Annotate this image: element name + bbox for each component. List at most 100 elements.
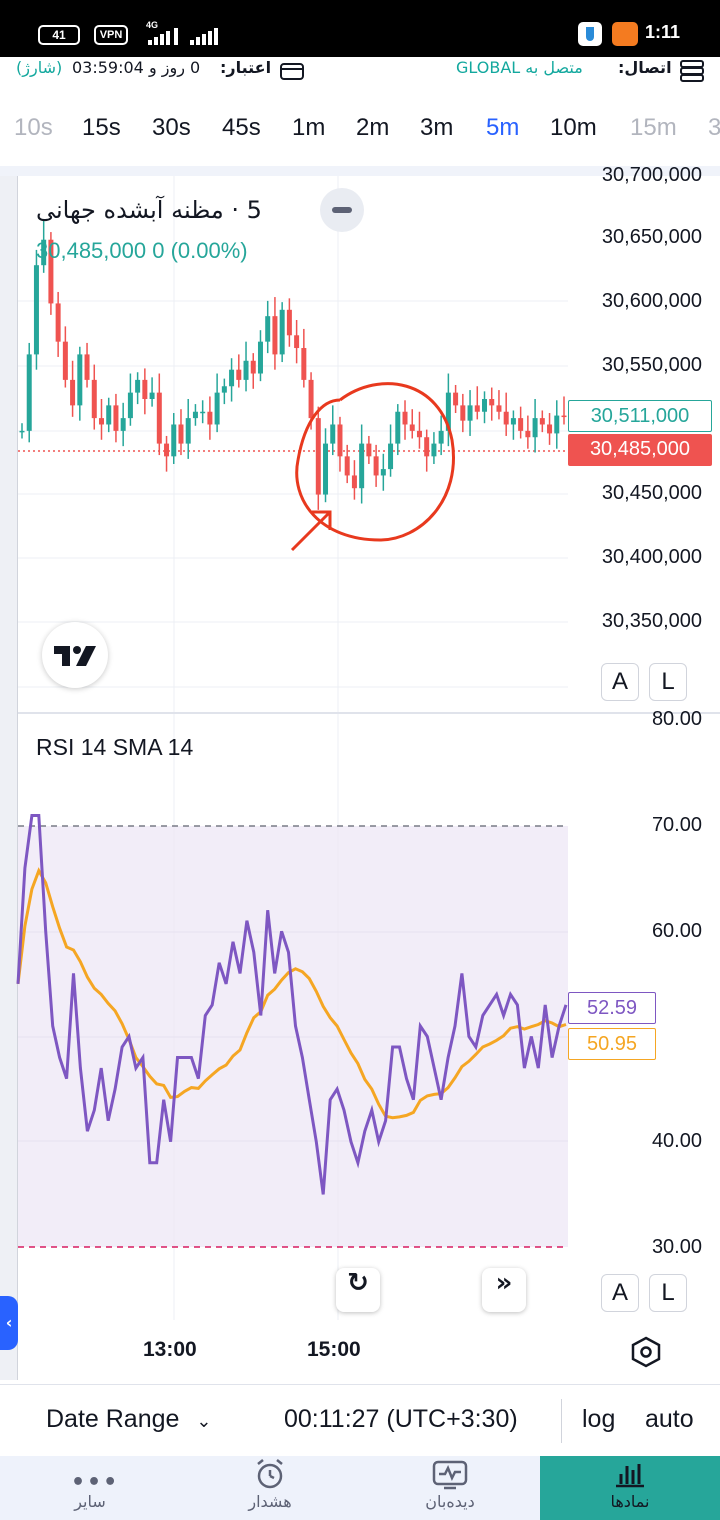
candle-body xyxy=(178,424,184,444)
tab-timeframe-3m[interactable]: 3m xyxy=(420,114,454,141)
rsi-value-label: 52.59 xyxy=(568,992,656,1024)
time-tick: 15:00 xyxy=(307,1338,361,1361)
candle-body xyxy=(207,411,213,425)
rsi-log-scale-button[interactable]: L xyxy=(649,1274,687,1312)
candle-body xyxy=(453,392,459,406)
timeframe-bar: 10s 15s 30s 45s 1m 2m 3m 5m 10m 15m 3 xyxy=(0,100,720,158)
price-label-current: 30,485,000 xyxy=(568,434,712,466)
candle-body xyxy=(373,456,379,476)
rsi-tick: 80.00 xyxy=(651,708,702,730)
rsi-auto-scale-button[interactable]: A xyxy=(601,1274,639,1312)
account-bar: (شارژ) 0 روز و 03:59:04 اعتبار: متصل به … xyxy=(0,57,720,85)
nav-item-alerts[interactable]: هشدار xyxy=(180,1456,360,1520)
candle-body xyxy=(503,411,509,425)
symbol-price-change: 30,485,000 0 (0.00%) xyxy=(36,238,248,263)
candle-body xyxy=(474,405,480,412)
bottom-navigation: ••• سایر هشدار دیده‌بان نمادها xyxy=(0,1456,720,1520)
tab-timeframe-30s[interactable]: 30s xyxy=(152,114,191,141)
candle-body xyxy=(62,341,68,380)
chart-canvas[interactable] xyxy=(0,176,720,1380)
candle-body xyxy=(113,405,119,431)
candle-body xyxy=(135,379,141,393)
candle-body xyxy=(19,430,25,433)
candle-body xyxy=(127,392,133,419)
tab-timeframe-10m[interactable]: 10m xyxy=(550,114,597,141)
candle-body xyxy=(496,405,502,412)
auto-toggle[interactable]: auto xyxy=(645,1405,694,1433)
candle-body xyxy=(250,360,256,374)
tab-timeframe-5m[interactable]: 5m xyxy=(486,114,520,141)
candle-body xyxy=(460,405,466,421)
price-tick: 30,400,000 xyxy=(601,546,702,568)
candle-body xyxy=(70,379,76,406)
side-drawer-toggle[interactable]: ‹ xyxy=(0,1296,18,1350)
credit-label: اعتبار: xyxy=(220,58,272,77)
charge-link[interactable]: (شارژ) xyxy=(16,58,63,77)
nav-item-symbols[interactable]: نمادها xyxy=(540,1456,720,1520)
tab-timeframe-1m[interactable]: 1m xyxy=(292,114,326,141)
collapse-legend-button[interactable] xyxy=(320,188,364,232)
candle-body xyxy=(243,360,249,380)
candle-body xyxy=(272,316,278,355)
log-scale-button[interactable]: L xyxy=(649,663,687,701)
candle-body xyxy=(337,424,343,457)
candle-body xyxy=(547,424,553,434)
tab-timeframe-2m[interactable]: 2m xyxy=(356,114,390,141)
rsi-tick: 60.00 xyxy=(651,920,702,942)
rsi-tick: 30.00 xyxy=(651,1236,702,1258)
candle-body xyxy=(424,437,430,457)
annotation-circle xyxy=(295,382,455,542)
candle-body xyxy=(388,443,394,470)
price-tick: 30,700,000 xyxy=(601,164,702,186)
auto-scale-button[interactable]: A xyxy=(601,663,639,701)
credit-value: 0 روز و 03:59:04 xyxy=(72,58,201,77)
tab-timeframe-more[interactable]: 3 xyxy=(708,114,720,141)
tradingview-logo-icon xyxy=(54,646,96,666)
candle-body xyxy=(416,430,422,438)
signal-icon xyxy=(148,28,218,45)
candle-body xyxy=(142,379,148,399)
price-tick: 30,450,000 xyxy=(601,482,702,504)
watchlist-monitor-icon xyxy=(432,1460,468,1490)
price-tick: 30,600,000 xyxy=(601,290,702,312)
candle-body xyxy=(91,379,97,419)
date-range-dropdown[interactable]: Date Range ⌄ xyxy=(46,1405,211,1434)
candle-body xyxy=(294,335,300,349)
candle-body xyxy=(77,354,83,406)
network-type: 4G xyxy=(146,20,159,30)
candle-body xyxy=(525,430,531,438)
candle-body xyxy=(301,348,307,380)
annotation-arrow xyxy=(290,510,332,552)
tab-timeframe-15s[interactable]: 15s xyxy=(82,114,121,141)
candle-body xyxy=(409,424,415,431)
scroll-to-realtime-button[interactable]: » xyxy=(482,1268,526,1312)
candle-body xyxy=(55,303,61,342)
candle-body xyxy=(438,430,444,444)
candle-body xyxy=(265,316,271,342)
candle-body xyxy=(380,469,386,476)
tradingview-logo[interactable] xyxy=(42,622,108,688)
nav-label: نمادها xyxy=(610,1492,650,1511)
tab-timeframe-45s[interactable]: 45s xyxy=(222,114,261,141)
log-toggle[interactable]: log xyxy=(582,1405,616,1433)
nav-item-watchlist[interactable]: دیده‌بان xyxy=(360,1456,540,1520)
rsi-tick: 40.00 xyxy=(651,1130,702,1152)
candle-body xyxy=(149,392,155,399)
candle-body xyxy=(200,411,206,414)
candle-body xyxy=(359,443,365,489)
price-tick: 30,350,000 xyxy=(601,610,702,632)
candle-body xyxy=(156,392,162,444)
rsi-title: RSI 14 SMA 14 xyxy=(36,734,193,761)
tab-timeframe-15m[interactable]: 15m xyxy=(630,114,677,141)
connection-label: اتصال: xyxy=(618,58,672,77)
alarm-clock-icon xyxy=(257,1459,283,1489)
candle-body xyxy=(41,239,47,266)
tab-timeframe-10s[interactable]: 10s xyxy=(14,114,53,141)
timezone-clock[interactable]: 00:11:27 (UTC+3:30) xyxy=(284,1405,518,1433)
rsi-line xyxy=(16,814,568,1195)
candle-body xyxy=(315,418,321,495)
nav-item-more[interactable]: ••• سایر xyxy=(0,1456,180,1520)
nav-label: هشدار xyxy=(248,1492,292,1511)
reset-chart-button[interactable]: ↻ xyxy=(336,1268,380,1312)
settings-hex-icon[interactable] xyxy=(630,1336,662,1368)
